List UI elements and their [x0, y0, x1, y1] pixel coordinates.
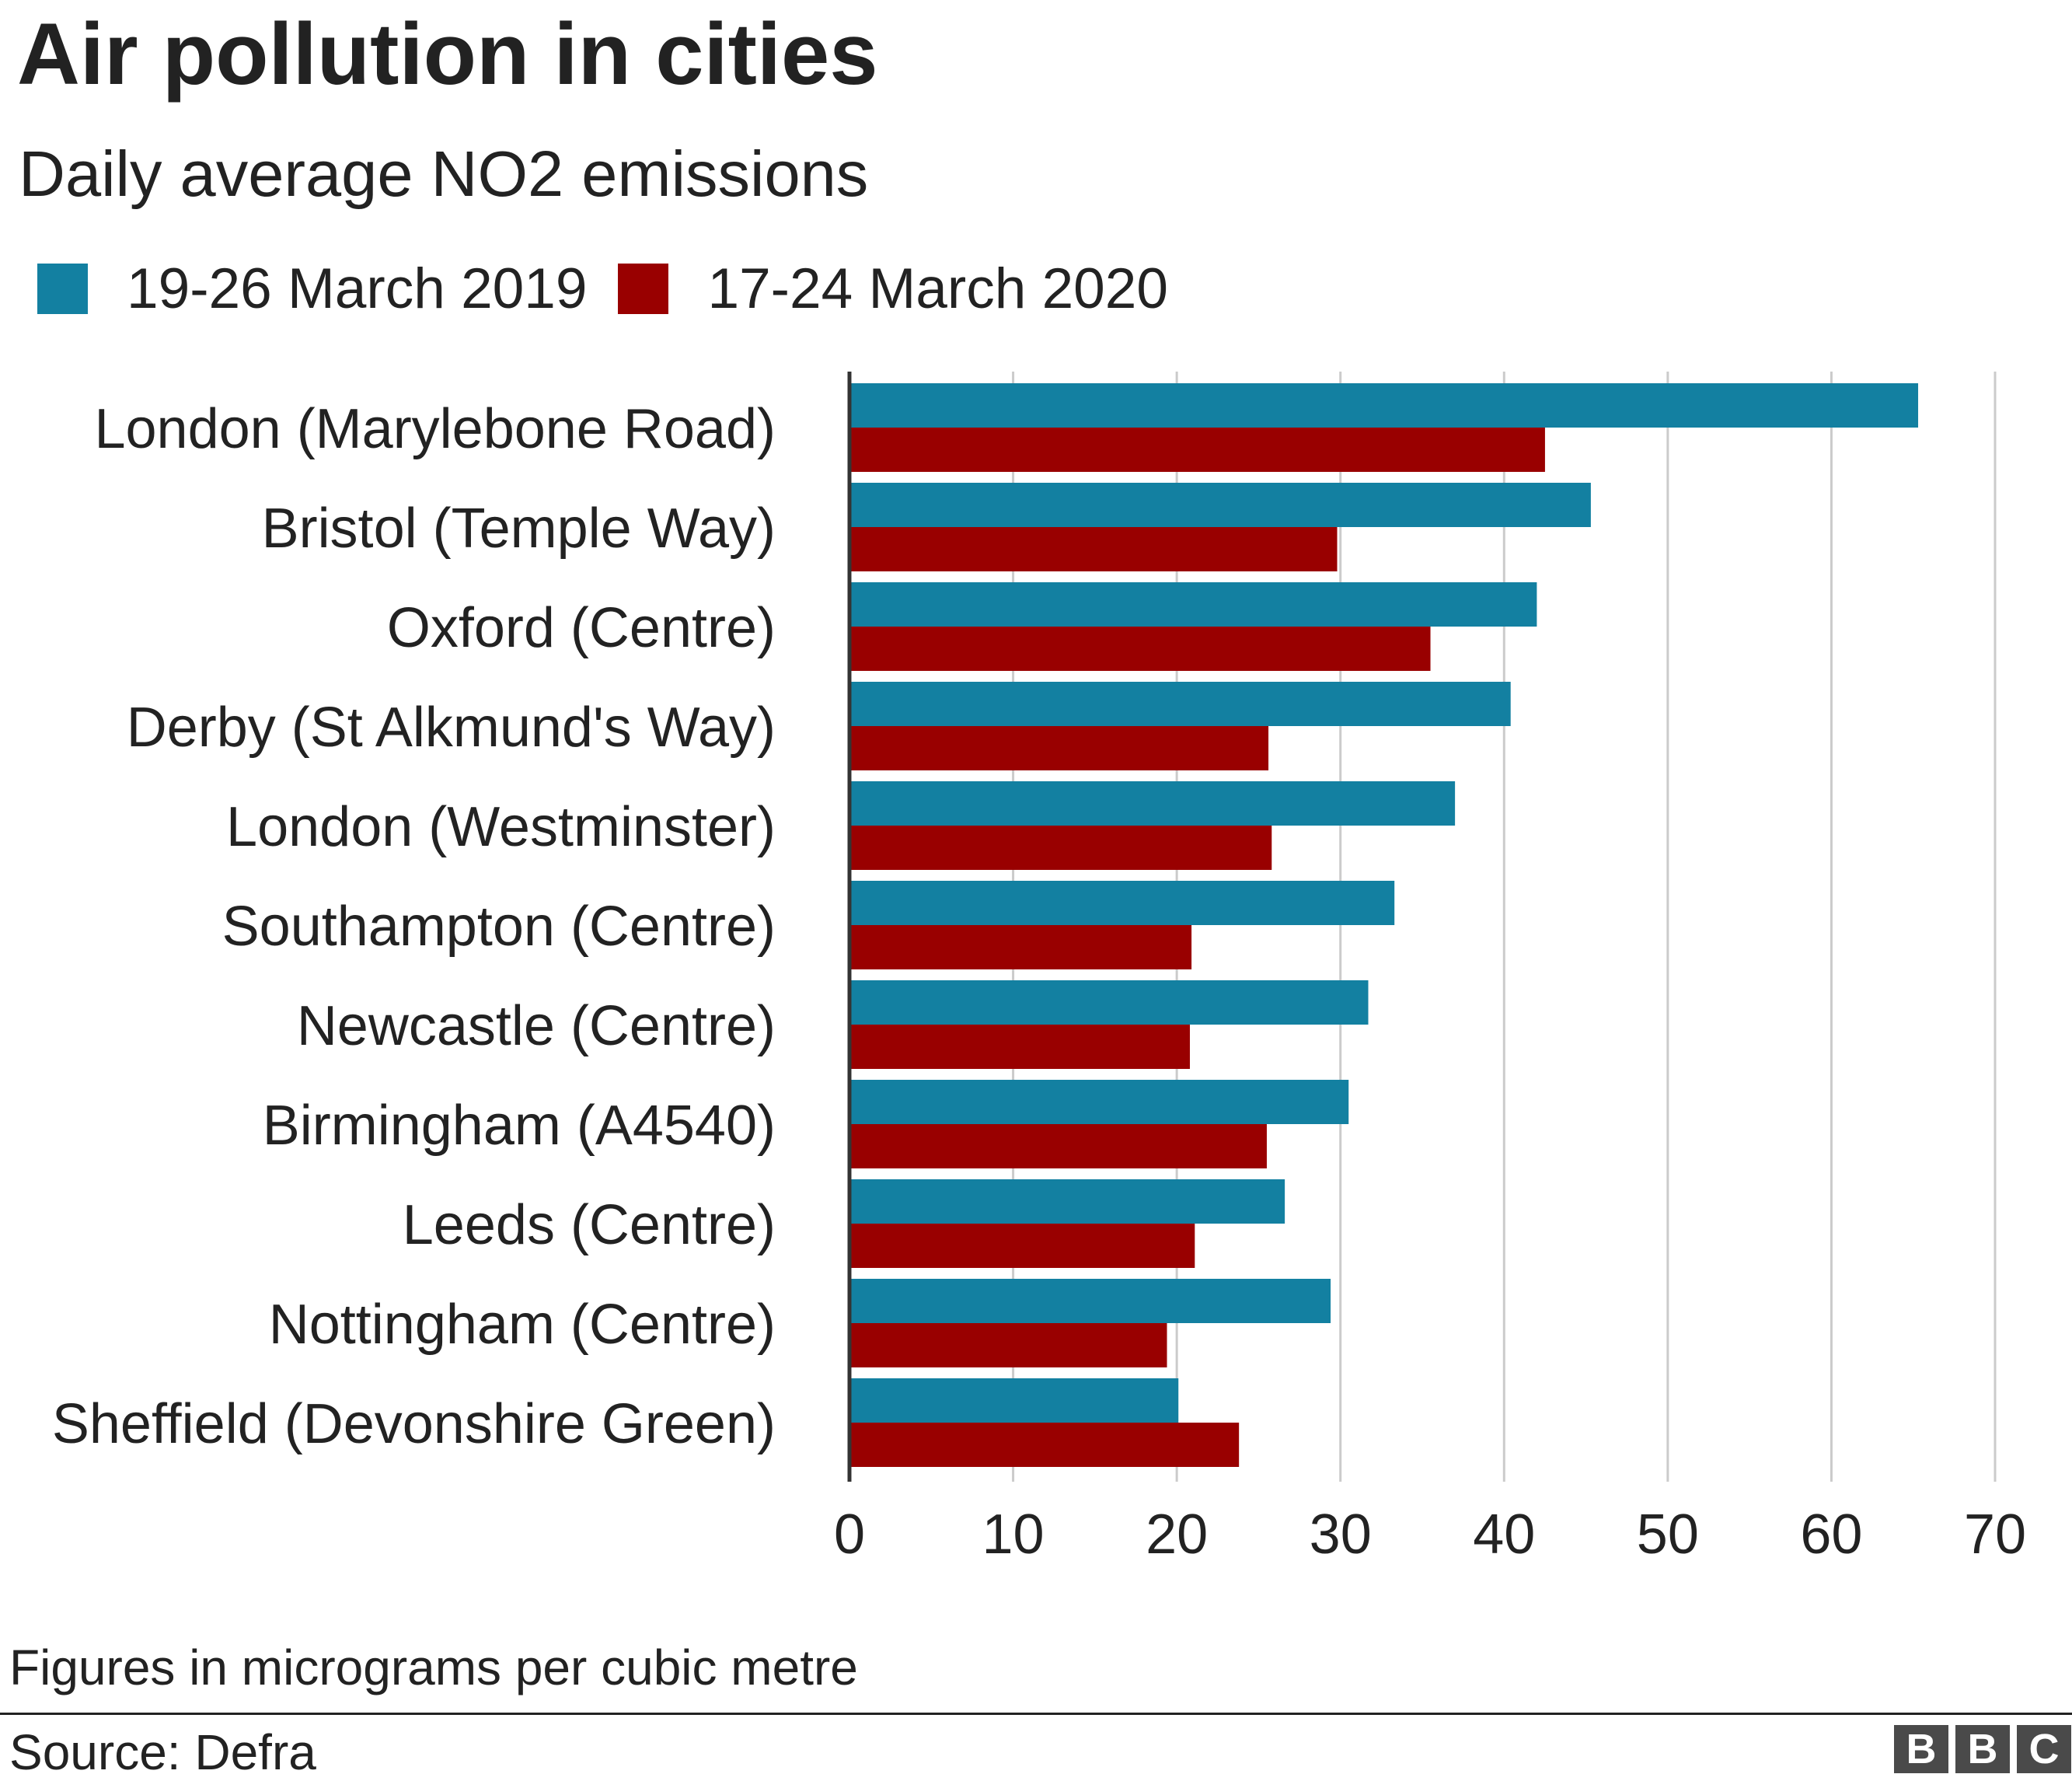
- category-label: Nottingham (Centre): [269, 1294, 776, 1356]
- category-label: Newcastle (Centre): [297, 995, 776, 1057]
- category-label: Sheffield (Devonshire Green): [52, 1393, 776, 1455]
- legend-label-2020: 17-24 March 2020: [707, 257, 1168, 320]
- x-tick-label: 70: [1964, 1503, 2026, 1566]
- tick-labels: 0 10 20 30 40 50 60 70: [834, 1503, 2026, 1566]
- bar-2019: [849, 980, 1369, 1025]
- bar-2020: [849, 627, 1431, 671]
- x-tick-label: 20: [1146, 1503, 1208, 1566]
- logo-letter: C: [2017, 1725, 2071, 1773]
- bar-2020: [849, 527, 1338, 571]
- logo-letter: B: [1894, 1725, 1948, 1773]
- bar-2020: [849, 1323, 1167, 1367]
- footer-divider: [0, 1713, 2072, 1715]
- category-label: Derby (St Alkmund's Way): [127, 697, 776, 759]
- bar-2020: [849, 1423, 1240, 1467]
- logo-letter: B: [1955, 1725, 2010, 1773]
- chart-subtitle: Daily average NO2 emissions: [19, 138, 869, 210]
- source-note: Source: Defra: [9, 1724, 316, 1780]
- x-tick-label: 60: [1800, 1503, 1862, 1566]
- bar-2019: [849, 682, 1511, 726]
- bar-2020: [849, 1025, 1190, 1069]
- x-tick-label: 40: [1473, 1503, 1535, 1566]
- category-label: Bristol (Temple Way): [262, 498, 776, 560]
- x-tick-label: 50: [1637, 1503, 1699, 1566]
- category-label: Birmingham (A4540): [263, 1095, 776, 1157]
- bar-2019: [849, 881, 1395, 925]
- legend: 19-26 March 2019 17-24 March 2020: [37, 257, 1168, 321]
- legend-item-2019: 19-26 March 2019: [37, 257, 587, 321]
- category-label: Leeds (Centre): [403, 1194, 776, 1256]
- bar-2020: [849, 1124, 1267, 1168]
- category-label: London (Marylebone Road): [94, 398, 776, 460]
- bar-chart: London (Marylebone Road) Bristol (Temple …: [52, 372, 2026, 1566]
- bar-2020: [849, 726, 1269, 770]
- x-tick-label: 0: [834, 1503, 865, 1566]
- bar-2019: [849, 1080, 1349, 1124]
- chart-title: Air pollution in cities: [17, 5, 878, 103]
- x-tick-label: 30: [1310, 1503, 1372, 1566]
- category-label: Southampton (Centre): [222, 896, 776, 958]
- bar-2020: [849, 826, 1272, 870]
- bars: [849, 383, 1919, 1467]
- legend-label-2019: 19-26 March 2019: [127, 257, 588, 320]
- x-tick-label: 10: [982, 1503, 1045, 1566]
- bar-2019: [849, 1279, 1331, 1323]
- legend-swatch-2019: [37, 264, 88, 314]
- bar-2020: [849, 925, 1192, 969]
- bar-2019: [849, 1378, 1179, 1423]
- category-label: Oxford (Centre): [387, 597, 776, 659]
- legend-swatch-2020: [618, 264, 669, 314]
- bar-2019: [849, 1179, 1285, 1224]
- bbc-logo: B B C: [1887, 1725, 2071, 1773]
- bar-2019: [849, 483, 1591, 527]
- legend-item-2020: 17-24 March 2020: [618, 257, 1168, 321]
- bar-2019: [849, 383, 1919, 428]
- bar-2020: [849, 428, 1545, 472]
- bar-2019: [849, 781, 1456, 826]
- bar-2020: [849, 1224, 1195, 1268]
- footnote: Figures in micrograms per cubic metre: [9, 1640, 858, 1695]
- category-label: London (Westminster): [226, 796, 776, 858]
- category-labels: London (Marylebone Road) Bristol (Temple …: [52, 398, 776, 1455]
- bar-2019: [849, 582, 1537, 627]
